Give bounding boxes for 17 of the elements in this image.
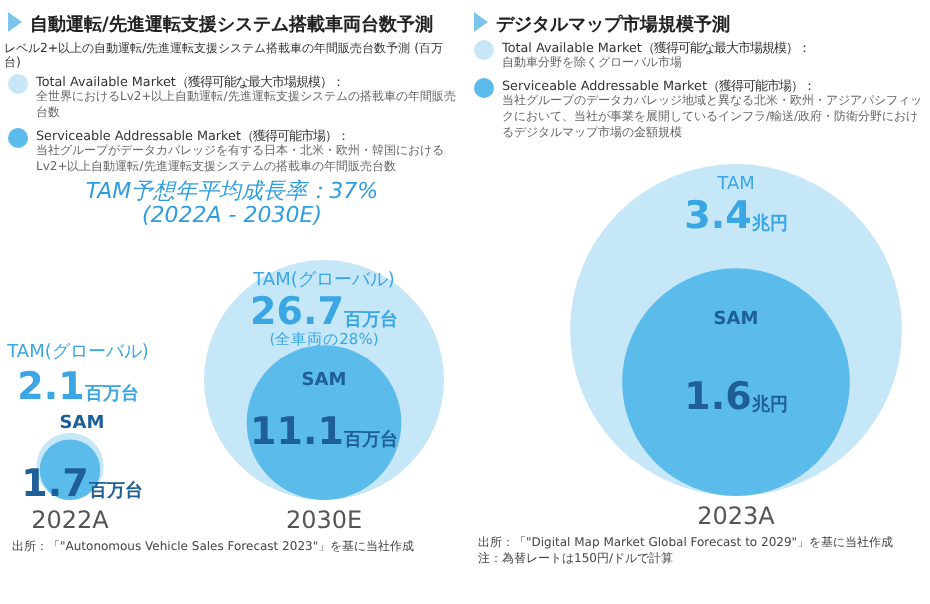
text: SAM	[301, 370, 347, 391]
data-label: 1.6兆円	[684, 375, 788, 420]
text: TAM(グローバル)	[7, 343, 149, 364]
series-label: TAM(グローバル)	[251, 268, 395, 291]
category-label: 2022A	[31, 506, 111, 535]
text: デジタルマップ市場規模予測	[496, 14, 730, 36]
series-label: SAM	[713, 310, 759, 331]
category-label: 2030E	[285, 506, 363, 535]
data-label: 11.1百万台	[250, 410, 398, 455]
series-label: TAM	[715, 174, 755, 195]
data-label: 26.7百万台	[250, 289, 398, 334]
text: TAM予想年平均成長率：37% (2022A - 2030E)	[83, 178, 381, 228]
data-label: 2.1百万台	[17, 364, 139, 409]
text: 自動運転/先進運転支援システム搭載車両台数予測	[30, 14, 433, 36]
series-label: SAM	[59, 414, 105, 435]
category-label: 2023A	[697, 502, 777, 531]
data-label: 3.4兆円	[684, 193, 788, 238]
